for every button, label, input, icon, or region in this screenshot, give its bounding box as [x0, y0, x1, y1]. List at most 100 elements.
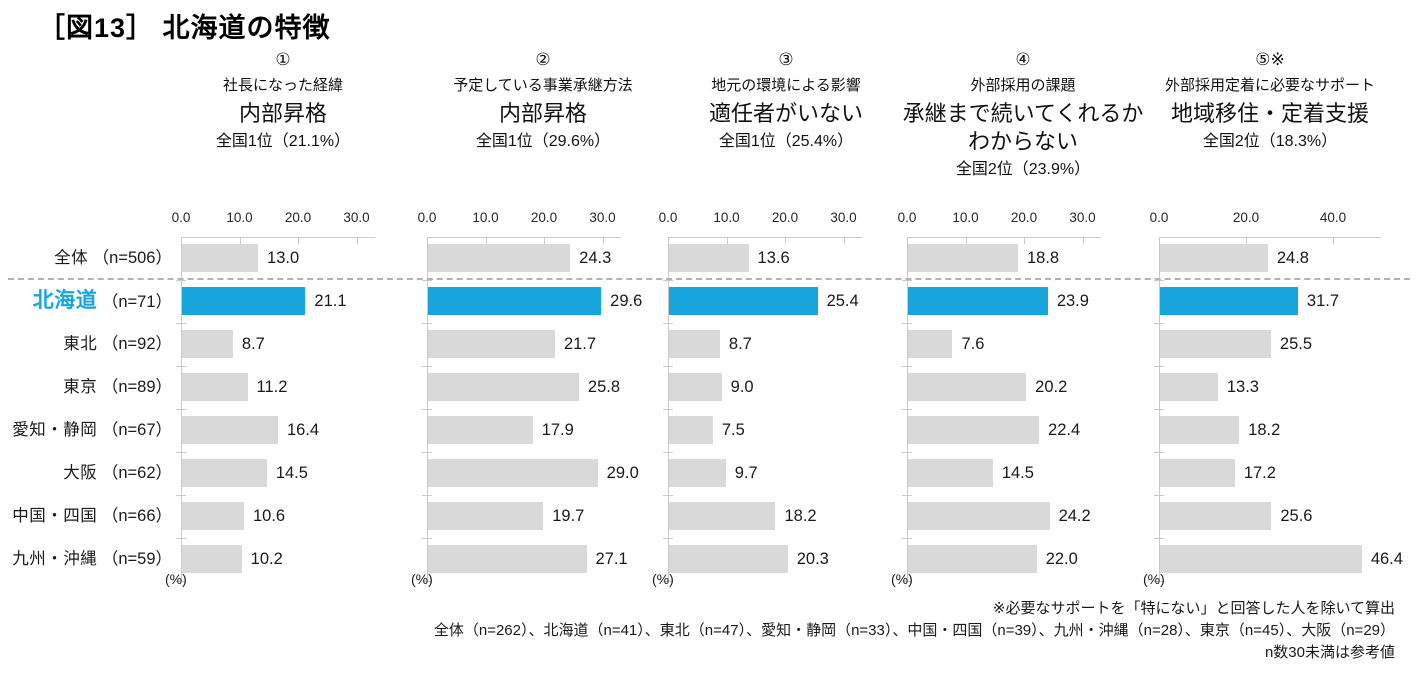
- axis-tick-label: 30.0: [589, 210, 616, 225]
- bar: [428, 416, 533, 444]
- bar-value-label: 27.1: [595, 550, 628, 568]
- region-sample-size: （n=71）: [97, 293, 172, 311]
- bar-value-label: 8.7: [728, 335, 752, 353]
- category-tick-mark: [1154, 581, 1164, 582]
- axis-tick-label: 10.0: [226, 210, 253, 225]
- bar-hokkaido: [1160, 287, 1298, 315]
- bar-value-label: 13.0: [267, 249, 300, 267]
- panel-header-2: ② 予定している事業承継方法 内部昇格 全国1位（29.6%）: [393, 50, 693, 152]
- bar-value-label: 29.6: [610, 292, 643, 310]
- bar-hokkaido: [428, 287, 602, 315]
- axis-tick-mark: [239, 237, 241, 244]
- value-axis-line: [427, 237, 621, 238]
- region-name: 大阪: [63, 464, 98, 482]
- axis-tick-label: 20.0: [771, 210, 799, 225]
- footnote-sample-sizes: 全体（n=262）、北海道（n=41）、東北（n=47）、愛知・静岡（n=33）…: [433, 622, 1395, 639]
- bar: [182, 330, 233, 358]
- bar-value-label: 25.4: [826, 292, 859, 310]
- axis-tick-mark: [965, 237, 967, 244]
- bar: [908, 502, 1050, 530]
- bar: [669, 502, 776, 530]
- axis-tick-label: 20.0: [1010, 210, 1038, 225]
- axis-tick-mark: [485, 237, 487, 244]
- bar-value-label: 24.8: [1276, 249, 1309, 267]
- panel-number: ①: [275, 50, 291, 69]
- axis-tick-mark: [356, 237, 358, 244]
- bar: [908, 545, 1037, 573]
- region-sample-size: （n=66）: [97, 507, 172, 525]
- bar-value-label: 11.2: [256, 378, 288, 396]
- category-tick-mark: [422, 538, 432, 539]
- bar: [182, 373, 248, 401]
- bar: [669, 330, 720, 358]
- bar-value-label: 13.6: [757, 249, 790, 267]
- row-label-6: 大阪 （n=62）: [0, 459, 174, 487]
- category-tick-mark: [663, 366, 673, 367]
- bar-value-label: 8.7: [241, 335, 265, 353]
- bar-value-label: 22.4: [1048, 421, 1081, 439]
- axis-tick-mark: [726, 237, 728, 244]
- panel-rank: 全国1位（25.4%）: [718, 133, 854, 150]
- category-tick-mark: [663, 323, 673, 324]
- hokkaido-separator-dashed-line: [8, 278, 1410, 280]
- axis-tick-mark: [544, 237, 545, 244]
- bar: [669, 545, 788, 573]
- bar: [669, 373, 722, 401]
- row-label-2: 北海道 （n=71）: [0, 287, 174, 315]
- category-tick-mark: [422, 495, 432, 496]
- bar-value-label: 9.0: [730, 378, 754, 396]
- bar-value-label: 10.6: [253, 507, 286, 525]
- bar-value-label: 14.5: [275, 464, 308, 482]
- bar-value-label: 29.0: [606, 464, 639, 482]
- axis-tick-mark: [1246, 237, 1247, 244]
- bar-value-label: 23.9: [1056, 292, 1089, 310]
- category-tick-mark: [1154, 409, 1164, 410]
- percent-unit-label: (%): [1143, 571, 1165, 587]
- region-sample-size: （n=89）: [97, 378, 172, 396]
- category-tick-mark: [176, 366, 186, 367]
- category-tick-mark: [902, 409, 912, 410]
- category-tick-mark: [422, 452, 432, 453]
- category-tick-mark: [1154, 280, 1164, 281]
- region-sample-size: （n=62）: [97, 464, 172, 482]
- category-tick-mark: [902, 366, 912, 367]
- panel-answer: 内部昇格: [498, 101, 587, 126]
- category-tick-mark: [422, 581, 432, 582]
- bar-hokkaido: [182, 287, 306, 315]
- bar-value-label: 46.4: [1370, 550, 1403, 568]
- panel-number: ②: [535, 50, 551, 69]
- category-tick-mark: [176, 495, 186, 496]
- bar-value-label: 14.5: [1001, 464, 1034, 482]
- panel-subtitle: 外部採用定着に必要なサポート: [1164, 77, 1375, 94]
- percent-unit-label: (%): [891, 571, 913, 587]
- bar-hokkaido: [669, 287, 818, 315]
- category-tick-mark: [176, 581, 186, 582]
- axis-tick-label: 10.0: [952, 210, 979, 225]
- panel-header-4: ④ 外部採用の課題 承継まで続いてくれるか わからない 全国2位（23.9%）: [873, 50, 1173, 180]
- panel-header-1: ① 社長になった経緯 内部昇格 全国1位（21.1%）: [133, 50, 433, 152]
- category-tick-mark: [1154, 452, 1164, 453]
- bar: [428, 244, 571, 272]
- axis-tick-label: 0.0: [897, 210, 917, 225]
- bar-value-label: 18.2: [784, 507, 817, 525]
- region-sample-size: （n=59）: [97, 550, 172, 568]
- bar-value-label: 25.5: [1279, 335, 1313, 353]
- category-tick-mark: [663, 538, 673, 539]
- bar-value-label: 24.2: [1058, 507, 1091, 525]
- percent-unit-label: (%): [652, 571, 674, 587]
- bar-value-label: 21.1: [314, 292, 347, 310]
- region-name: 東北: [63, 335, 98, 353]
- axis-tick-label: 30.0: [343, 210, 370, 225]
- bar-value-label: 16.4: [286, 421, 320, 439]
- category-tick-mark: [176, 538, 186, 539]
- axis-tick-label: 0.0: [417, 210, 437, 225]
- bar: [1160, 416, 1240, 444]
- bar: [908, 330, 953, 358]
- panel-subtitle: 社長になった経緯: [222, 77, 343, 94]
- row-label-1: 全体 （n=506）: [0, 244, 174, 272]
- panel-header-3: ③ 地元の環境による影響 適任者がいない 全国1位（25.4%）: [636, 50, 936, 152]
- axis-tick-mark: [298, 237, 299, 244]
- axis-tick-mark: [602, 237, 604, 244]
- bar: [428, 502, 544, 530]
- region-name: 東京: [63, 378, 98, 396]
